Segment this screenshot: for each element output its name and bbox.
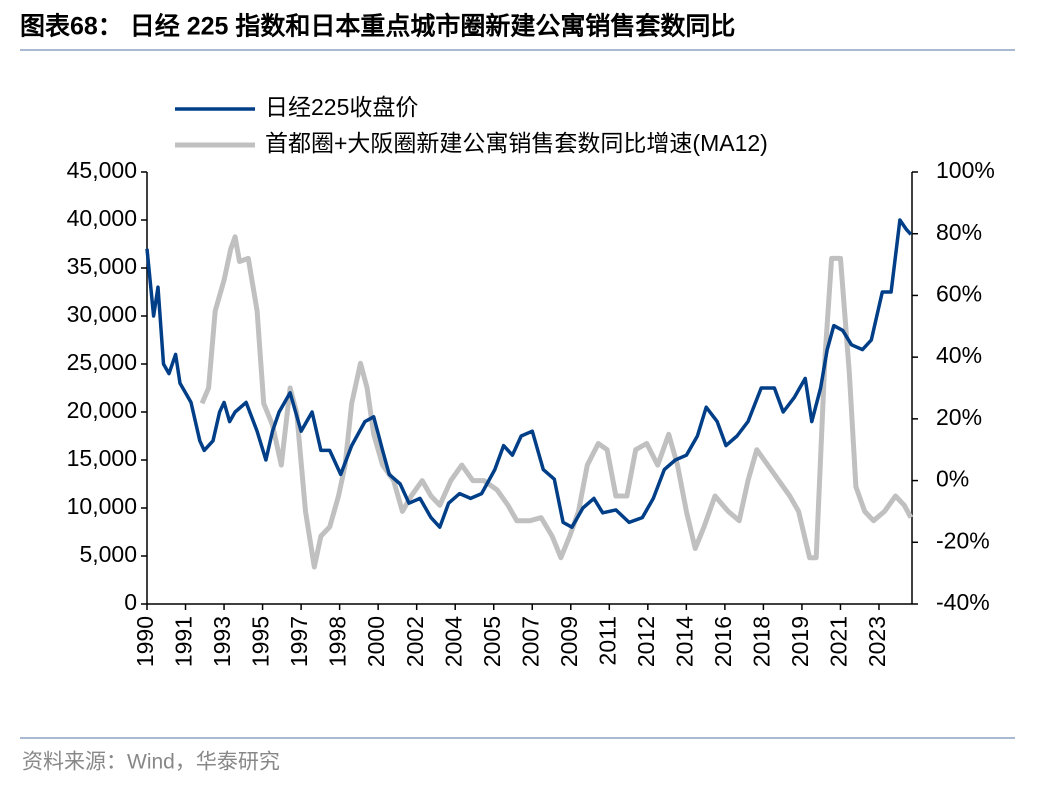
y2-tick-label: 40%	[936, 342, 982, 368]
legend-label: 首都圈+大阪圈新建公寓销售套数同比增速(MA12)	[265, 130, 768, 156]
x-tick-label: 2002	[402, 616, 428, 667]
y-tick-label: 25,000	[67, 349, 137, 375]
x-tick-label: 2007	[517, 616, 543, 667]
y2-tick-label: 80%	[936, 219, 982, 245]
x-tick-label: 2011	[594, 616, 620, 665]
x-tick-label: 1993	[209, 616, 235, 667]
y2-tick-label: 20%	[936, 404, 982, 430]
x-tick-label: 2014	[671, 616, 697, 667]
y2-tick-label: 100%	[936, 157, 995, 183]
y2-tick-label: 0%	[936, 466, 969, 492]
x-tick-label: 1998	[325, 616, 351, 667]
source: 资料来源：Wind，华泰研究	[22, 751, 280, 774]
x-tick-label: 1995	[248, 616, 274, 667]
x-tick-label: 1990	[132, 616, 158, 667]
x-tick-label: 2009	[556, 616, 582, 667]
y2-tick-label: 60%	[936, 281, 982, 307]
y-tick-label: 45,000	[67, 157, 137, 183]
x-tick-label: 2018	[748, 616, 774, 667]
y-tick-label: 5,000	[79, 541, 137, 567]
x-tick-label: 1997	[286, 616, 312, 667]
y2-tick-label: -20%	[936, 527, 990, 553]
y-tick-label: 15,000	[67, 445, 137, 471]
y-tick-label: 35,000	[67, 253, 137, 279]
series-line	[199, 234, 914, 570]
series-line	[145, 218, 913, 529]
x-tick-label: 2023	[864, 616, 890, 667]
y-tick-label: 20,000	[67, 397, 137, 423]
y-tick-label: 30,000	[67, 301, 137, 327]
x-tick-label: 2019	[787, 616, 813, 667]
legend-label: 日经225收盘价	[265, 94, 418, 120]
x-tick-label: 2012	[633, 616, 659, 667]
y-tick-label: 40,000	[67, 205, 137, 231]
x-tick-label: 2016	[710, 616, 736, 667]
x-tick-label: 2000	[363, 616, 389, 667]
x-tick-label: 1991	[171, 616, 197, 667]
chart-title: 图表68： 日经 225 指数和日本重点城市圈新建公寓销售套数同比	[20, 12, 735, 41]
y-tick-label: 10,000	[67, 493, 137, 519]
y2-tick-label: -40%	[936, 589, 990, 615]
x-tick-label: 2005	[479, 616, 505, 667]
x-tick-label: 2004	[440, 616, 466, 667]
y-tick-label: 0	[124, 589, 137, 615]
x-tick-label: 2021	[826, 616, 852, 667]
